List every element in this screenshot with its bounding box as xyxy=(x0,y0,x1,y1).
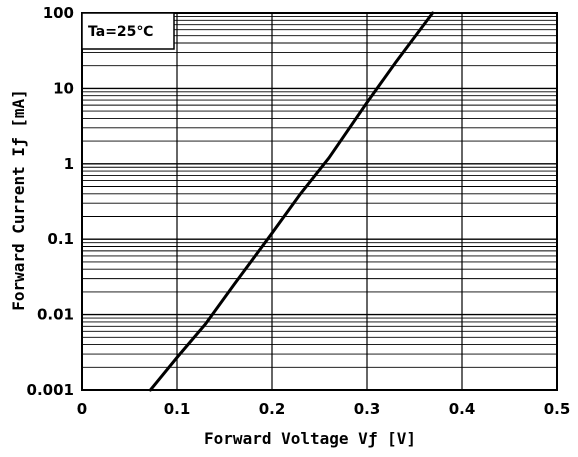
x-tick-label: 0.5 xyxy=(544,400,571,418)
y-tick-label: 10 xyxy=(53,79,74,97)
temperature-annotation: Ta=25℃ xyxy=(88,24,153,40)
x-tick-label: 0.2 xyxy=(259,400,286,418)
plot-frame xyxy=(81,12,558,391)
y-tick-label: 0.01 xyxy=(37,306,74,324)
x-tick-label: 0.4 xyxy=(449,400,476,418)
y-axis-title: Forward Current Iƒ [mA] xyxy=(9,89,28,311)
series-layer xyxy=(148,11,435,392)
y-tick-label: 100 xyxy=(43,4,74,22)
y-tick-label: 0.001 xyxy=(27,381,74,399)
x-axis-title: Forward Voltage Vƒ [V] xyxy=(204,429,416,448)
y-tick-label: 1 xyxy=(64,155,74,173)
x-tick-label: 0.3 xyxy=(354,400,381,418)
x-tick-label: 0 xyxy=(77,400,87,418)
x-tick-label: 0.1 xyxy=(164,400,191,418)
tick-labels: 0 0.1 0.2 0.3 0.4 0.5 0.001 0.01 0.1 1 10 100 xyxy=(27,4,571,418)
grid-layer xyxy=(81,13,558,391)
y-tick-label: 0.1 xyxy=(47,230,74,248)
series-line xyxy=(148,11,435,392)
annotation-box: Ta=25℃ xyxy=(81,12,175,50)
